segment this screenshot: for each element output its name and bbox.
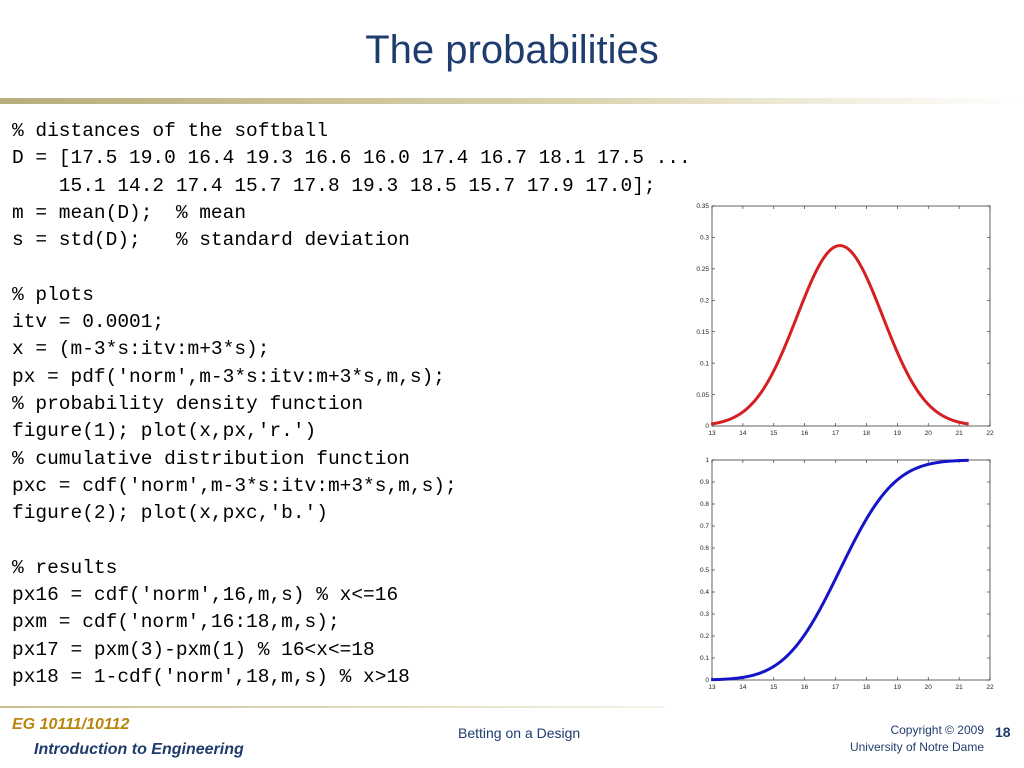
- cdf-y-tick-label: 0.5: [700, 567, 709, 574]
- pdf-x-tick-label: 22: [986, 430, 994, 437]
- pdf-y-tick-label: 0.35: [696, 203, 709, 210]
- code-line: px18 = 1-cdf('norm',18,m,s) % x>18: [12, 665, 410, 688]
- pdf-y-tick-label: 0.3: [700, 235, 709, 242]
- course-name: Introduction to Engineering: [34, 741, 244, 758]
- cdf-series-line: [710, 458, 970, 682]
- code-line: % plots: [12, 283, 94, 306]
- pdf-x-tick-label: 20: [925, 430, 933, 437]
- pdf-y-tick-label: 0.2: [700, 297, 709, 304]
- pdf-plot-frame: [711, 205, 991, 427]
- code-line: pxc = cdf('norm',m-3*s:itv:m+3*s,m,s);: [12, 474, 457, 497]
- pdf-y-tick-label: 0.25: [696, 266, 709, 273]
- footer-divider: [0, 706, 665, 708]
- cdf-x-tick-label: 18: [863, 684, 871, 691]
- cdf-x-tick-label: 22: [986, 684, 994, 691]
- pdf-y-tick-label: 0: [705, 423, 709, 430]
- cdf-y-tick-label: 0.4: [700, 589, 709, 596]
- pdf-plot: 13 14 15 16 17 18 19 20 21 22 0 0.05 0.1 0.15 0.2 0.25 0…: [696, 203, 994, 437]
- cdf-x-tick-label: 15: [770, 684, 778, 691]
- cdf-y-tick-label: 0.6: [700, 545, 709, 552]
- title-divider: [0, 98, 1024, 104]
- code-line: % distances of the softball: [12, 120, 328, 142]
- pdf-x-tick-label: 16: [801, 430, 809, 437]
- pdf-y-tick-label: 0.05: [696, 392, 709, 399]
- copyright-line: University of Notre Dame: [849, 740, 984, 754]
- page-number: 18: [995, 724, 1011, 740]
- code-line: D = [17.5 19.0 16.4 19.3 16.6 16.0 17.4 …: [12, 147, 691, 170]
- cdf-x-tick-label: 14: [739, 684, 747, 691]
- code-line: figure(1); plot(x,px,'r.'): [12, 420, 317, 443]
- cdf-y-tick-label: 0.2: [700, 633, 709, 640]
- pdf-series-line: [710, 244, 970, 426]
- pdf-y-tick-label: 0.1: [700, 360, 709, 367]
- cdf-plot: 13 14 15 16 17 18 19 20 21 22 0 0.1 0.2 0.3 0.4 0.5 0.6 0…: [700, 457, 994, 691]
- course-code: EG 10111/10112: [12, 716, 130, 733]
- code-line: % probability density function: [12, 392, 364, 415]
- cdf-x-tick-label: 20: [925, 684, 933, 691]
- pdf-x-tick-label: 21: [955, 430, 963, 437]
- code-line: 15.1 14.2 17.4 15.7 17.8 19.3 18.5 15.7 …: [12, 174, 656, 197]
- code-line: x = (m-3*s:itv:m+3*s);: [12, 338, 270, 361]
- code-line: [12, 527, 691, 554]
- pdf-x-tick-label: 15: [770, 430, 778, 437]
- cdf-x-tick-label: 17: [832, 684, 840, 691]
- pdf-y-tick-label: 0.15: [696, 329, 709, 336]
- copyright-line: Copyright © 2009: [890, 723, 984, 737]
- cdf-y-tick-label: 0.8: [700, 501, 709, 508]
- pdf-x-tick-label: 19: [894, 430, 902, 437]
- cdf-y-tick-label: 1: [705, 457, 709, 464]
- cdf-x-tick-label: 16: [801, 684, 809, 691]
- code-line: itv = 0.0001;: [12, 311, 165, 334]
- cdf-y-tick-label: 0.9: [700, 479, 709, 486]
- code-line: % cumulative distribution function: [12, 447, 410, 470]
- pdf-x-tick-label: 18: [863, 430, 871, 437]
- code-line: % results: [12, 556, 118, 579]
- cdf-y-tick-label: 0.7: [700, 523, 709, 530]
- code-block: % distances of the softball D = [17.5 19.…: [12, 118, 691, 691]
- pdf-x-tick-label: 13: [708, 430, 716, 437]
- code-line: [12, 254, 691, 281]
- code-line: px17 = pxm(3)-pxm(1) % 16<x<=18: [12, 638, 375, 661]
- presentation-title: Betting on a Design: [458, 725, 581, 741]
- slide-title: The probabilities: [365, 28, 659, 72]
- code-line: px = pdf('norm',m-3*s:itv:m+3*s,m,s);: [12, 365, 445, 388]
- pdf-x-tick-label: 17: [832, 430, 840, 437]
- code-line: figure(2); plot(x,pxc,'b.'): [12, 502, 328, 525]
- cdf-y-tick-label: 0.1: [700, 655, 709, 662]
- cdf-x-tick-label: 21: [955, 684, 963, 691]
- pdf-x-tick-label: 14: [739, 430, 747, 437]
- code-line: pxm = cdf('norm',16:18,m,s);: [12, 611, 340, 634]
- cdf-y-tick-label: 0.3: [700, 611, 709, 618]
- cdf-x-tick-label: 13: [708, 684, 716, 691]
- cdf-y-tick-label: 0: [705, 677, 709, 684]
- copyright-notice: Copyright © 2009 University of Notre Dam…: [850, 722, 984, 756]
- code-line: s = std(D); % standard deviation: [12, 229, 410, 252]
- code-line: m = mean(D); % mean: [12, 201, 247, 224]
- code-line: px16 = cdf('norm',16,m,s) % x<=16: [12, 584, 399, 607]
- cdf-plot-frame: [711, 459, 991, 681]
- cdf-x-tick-label: 19: [894, 684, 902, 691]
